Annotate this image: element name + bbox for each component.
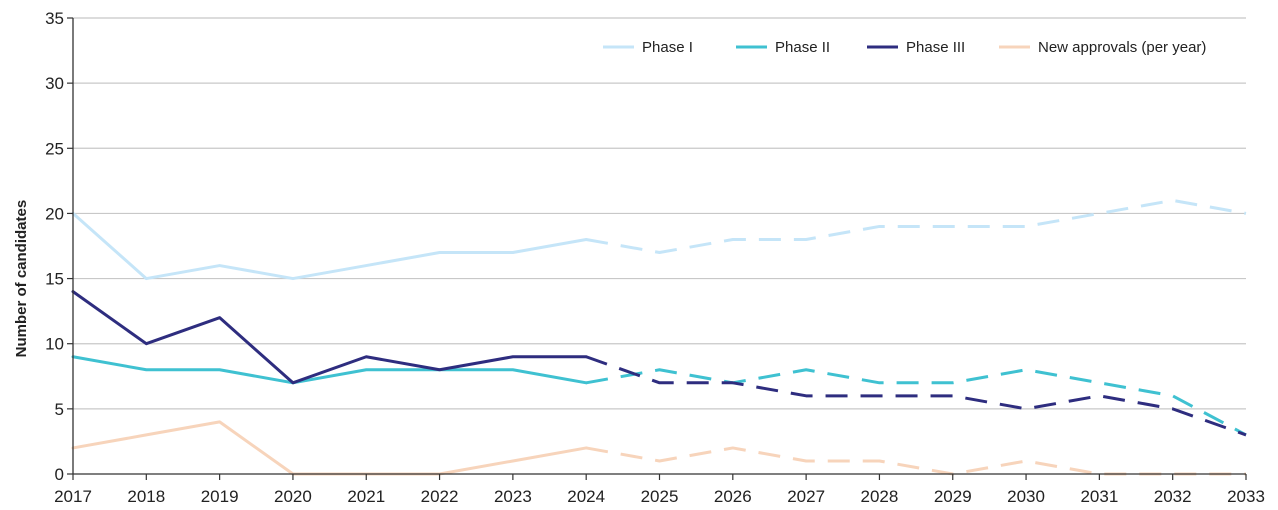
y-tick-label: 15 <box>45 270 64 289</box>
x-tick-label: 2022 <box>421 487 459 506</box>
y-tick-label: 20 <box>45 204 64 223</box>
series-line-new-approvals-per-year-actual <box>71 420 588 476</box>
y-tick-label: 25 <box>45 139 64 158</box>
legend-label: New approvals (per year) <box>1038 39 1206 56</box>
x-tick-label: 2023 <box>494 487 532 506</box>
y-tick-label: 0 <box>55 465 64 484</box>
x-tick-label: 2030 <box>1007 487 1045 506</box>
x-tick-label: 2027 <box>787 487 825 506</box>
y-axis-title: Number of candidates <box>13 200 30 358</box>
x-tick-label: 2024 <box>567 487 605 506</box>
legend-label: Phase I <box>642 39 693 56</box>
x-tick-label: 2020 <box>274 487 312 506</box>
legend-label: Phase III <box>906 39 965 56</box>
x-tick-label: 2033 <box>1227 487 1265 506</box>
x-tick-label: 2031 <box>1080 487 1118 506</box>
x-tick-label: 2018 <box>127 487 165 506</box>
series-line-phase-iii-actual <box>71 290 588 385</box>
x-tick-label: 2017 <box>54 487 92 506</box>
y-tick-label: 5 <box>55 400 64 419</box>
series-line-phase-iii-projected <box>585 355 1247 437</box>
series-line-phase-i-actual <box>71 211 588 281</box>
y-tick-label: 35 <box>45 9 64 28</box>
legend: Phase I Phase II Phase III New approvals (p… <box>603 39 1206 56</box>
x-tick-label: 2026 <box>714 487 752 506</box>
series-line-new-approvals-per-year-projected <box>585 446 1246 476</box>
x-tick-label: 2019 <box>201 487 239 506</box>
series-line-phase-ii-actual <box>71 355 588 385</box>
legend-label: Phase II <box>775 39 830 56</box>
series-line-phase-ii-projected <box>585 368 1247 437</box>
x-tick-label: 2025 <box>641 487 679 506</box>
grid-lines <box>73 17 1246 410</box>
y-tick-label: 10 <box>45 335 64 354</box>
x-tick-label: 2021 <box>347 487 385 506</box>
x-tick-label: 2029 <box>934 487 972 506</box>
y-tick-label: 30 <box>45 74 64 93</box>
series-lines <box>71 198 1247 476</box>
x-tick-label: 2032 <box>1154 487 1192 506</box>
series-line-phase-i-projected <box>585 198 1247 255</box>
x-tick-label: 2028 <box>861 487 899 506</box>
